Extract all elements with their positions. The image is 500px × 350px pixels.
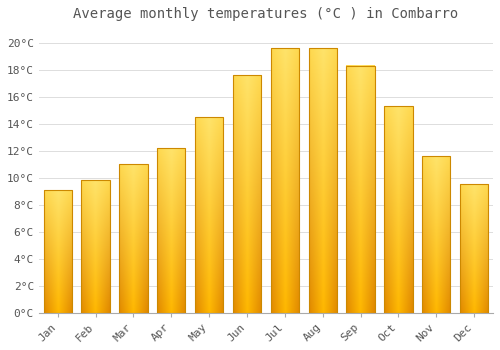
Bar xyxy=(270,48,299,313)
Bar xyxy=(82,180,110,313)
Bar xyxy=(119,164,148,313)
Bar xyxy=(384,106,412,313)
Bar xyxy=(422,156,450,313)
Bar xyxy=(233,75,261,313)
Bar xyxy=(308,48,337,313)
Bar xyxy=(157,148,186,313)
Bar xyxy=(44,190,72,313)
Bar xyxy=(460,184,488,313)
Title: Average monthly temperatures (°C ) in Combarro: Average monthly temperatures (°C ) in Co… xyxy=(74,7,458,21)
Bar xyxy=(346,65,375,313)
Bar xyxy=(195,117,224,313)
